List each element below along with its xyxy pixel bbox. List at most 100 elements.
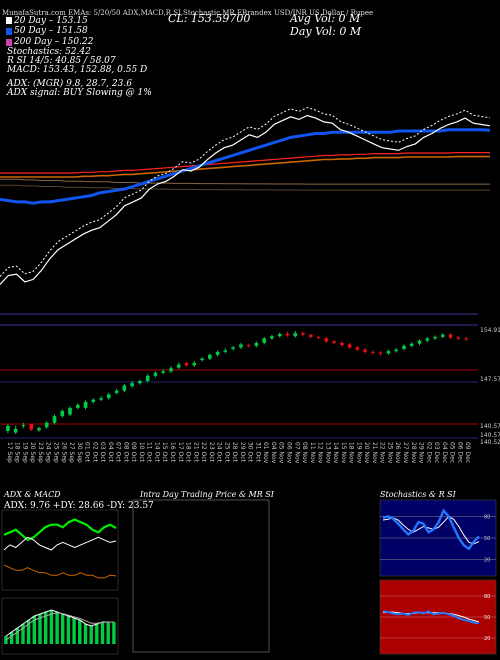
candle-body — [417, 340, 422, 344]
x-tick-label: 06 Nov — [286, 442, 293, 464]
candle-body — [394, 349, 398, 352]
rsi-line — [382, 610, 480, 625]
stoch-tick-label: 20 — [484, 558, 490, 564]
macd-histogram-bar — [9, 632, 14, 644]
x-tick-label: 01 Nov — [262, 442, 269, 464]
x-tick-label: 05 Nov — [278, 442, 285, 464]
stoch-line — [382, 508, 480, 551]
candle-body — [44, 422, 49, 428]
x-tick-label: 17 Sep — [6, 442, 13, 463]
x-tick-label: 25 Oct — [223, 442, 230, 463]
x-tick-label: 14 Oct — [153, 442, 160, 463]
x-tick-label: 27 Nov — [402, 442, 409, 464]
rsi-tick-label: 80 — [484, 594, 490, 600]
macd-histogram-bar — [78, 620, 82, 644]
candle-body — [246, 345, 251, 347]
intraday-title: Intra Day Trading Price & MR SI — [140, 490, 274, 499]
candle-body — [169, 368, 173, 372]
macd-histogram-bar — [106, 622, 110, 644]
candle-body — [60, 410, 65, 417]
macd-histogram-bar — [66, 616, 71, 644]
candle-body — [122, 385, 127, 391]
x-tick-label: 23 Oct — [208, 442, 215, 463]
candle-body — [161, 371, 165, 373]
y-tick-label: 147.57 — [480, 376, 500, 383]
x-tick-label: 22 Nov — [379, 442, 386, 464]
x-tick-label: 02 Dec — [425, 442, 432, 463]
candle-body — [153, 372, 158, 376]
x-tick-label: 21 Oct — [192, 442, 199, 463]
macd-histogram-bar — [55, 612, 59, 644]
macd-histogram-bar — [38, 614, 42, 644]
rsi-readout: R SI 14/5: 40.85 / 58.07 — [7, 56, 116, 66]
x-tick-label: 04 Nov — [270, 442, 277, 464]
candle-body — [293, 333, 297, 337]
x-tick-label: 24 Sep — [45, 442, 52, 463]
x-tick-label: 23 Sep — [37, 442, 44, 463]
x-tick-label: 01 Oct — [84, 442, 91, 463]
candle-body — [254, 342, 259, 346]
candle-body — [21, 425, 26, 427]
candle-body — [176, 364, 181, 368]
candle-body — [52, 416, 57, 423]
adx-signal-readout: ADX signal: BUY Slowing @ 1% — [7, 88, 152, 98]
candle-body — [456, 337, 461, 339]
adx-macd-title: ADX & MACD — [4, 490, 61, 499]
y-tick-label: 140.57 — [480, 423, 500, 430]
x-tick-label: 16 Oct — [169, 442, 176, 463]
candle-body — [324, 338, 329, 342]
adx-readout: ADX: (MGR) 9.8, 28.7, 23.6 — [7, 79, 132, 89]
candle-body — [371, 351, 375, 353]
x-tick-label: 18 Sep — [14, 442, 21, 463]
candle-body — [91, 399, 96, 402]
macd-histogram-bar — [15, 628, 19, 644]
x-tick-label: 20 Sep — [29, 442, 36, 463]
x-tick-label: 11 Oct — [146, 442, 153, 463]
x-tick-label: 21 Nov — [371, 442, 378, 464]
x-tick-label: 04 Dec — [441, 442, 448, 463]
x-tick-label: 17 Oct — [177, 442, 184, 463]
candle-body — [68, 407, 72, 415]
x-tick-label: 08 Oct — [122, 442, 129, 463]
candle-body — [145, 375, 150, 381]
day-vol-readout: Day Vol: 0 M — [290, 25, 362, 38]
x-tick-label: 08 Nov — [301, 442, 308, 464]
ema-20-line — [0, 128, 491, 205]
candle-body — [386, 351, 391, 354]
x-tick-label: 14 Nov — [332, 442, 339, 464]
x-tick-label: 05 Dec — [449, 442, 456, 463]
x-tick-label: 09 Oct — [130, 442, 137, 463]
x-tick-label: 07 Oct — [115, 442, 122, 463]
adx-macd-readout: ADX: 9.76 +DY: 28.66 -DY: 23.57 — [4, 501, 154, 511]
rsi-tick-label: 20 — [484, 636, 490, 642]
macd-histogram-bar — [112, 622, 116, 644]
x-tick-label: 12 Nov — [317, 442, 324, 464]
x-tick-label: 29 Nov — [418, 442, 425, 464]
x-tick-label: 19 Nov — [355, 442, 362, 464]
y-tick-label: 140.5296 — [480, 439, 500, 446]
price-line — [0, 114, 491, 285]
candle-body — [184, 363, 189, 366]
macd-histogram-bar — [95, 624, 99, 644]
x-tick-label: 03 Oct — [99, 442, 106, 463]
candle-body — [223, 350, 228, 352]
candle-body — [332, 341, 336, 343]
x-tick-label: 26 Nov — [394, 442, 401, 464]
candle-body — [309, 334, 313, 337]
ema50-swatch — [6, 28, 12, 35]
candle-body — [13, 428, 18, 433]
candle-body — [192, 363, 197, 366]
adx-panel-frame — [1, 509, 119, 591]
plus-dy-line — [3, 518, 117, 542]
macd-histogram-bar — [44, 612, 48, 644]
macd-histogram-bar — [61, 614, 65, 644]
candle-body — [441, 334, 445, 337]
x-tick-label: 18 Nov — [348, 442, 355, 464]
ema50-readout: 50 Day – 151.58 — [14, 26, 88, 36]
macd-histogram-bar — [100, 622, 105, 644]
macd-readout: MACD: 153.43, 152.88, 0.55 D — [7, 65, 148, 75]
x-tick-label: 27 Sep — [68, 442, 75, 463]
candle-body — [402, 345, 406, 349]
candle-body — [239, 344, 243, 348]
